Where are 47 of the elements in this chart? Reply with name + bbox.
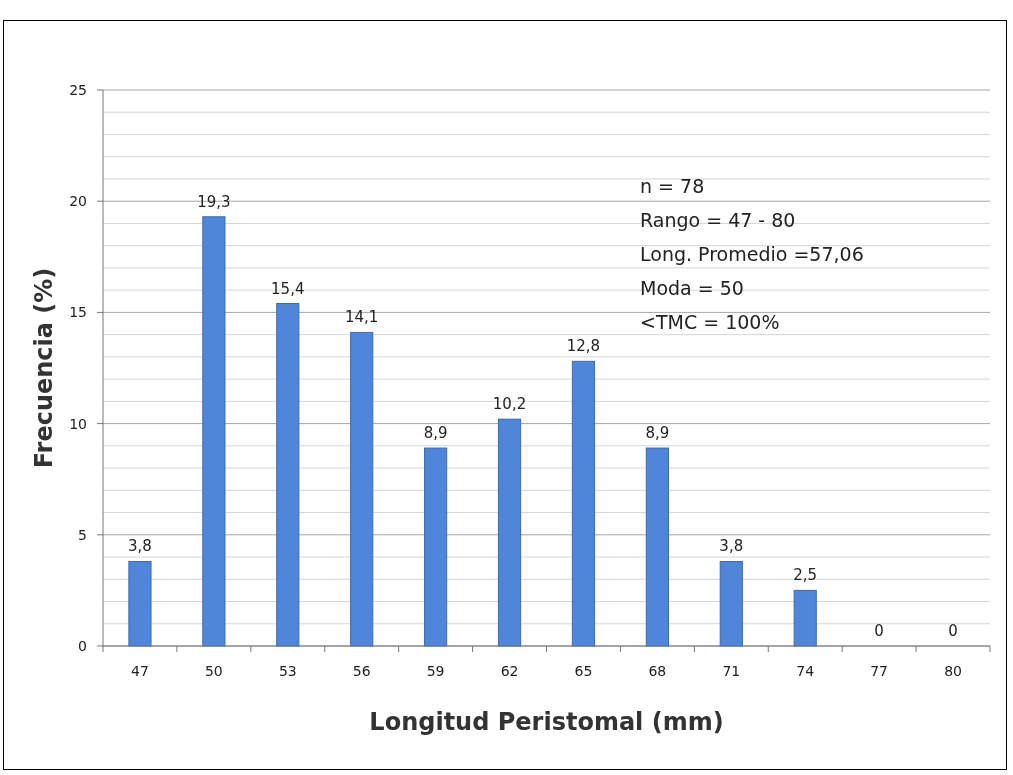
x-tick-label: 65 [574, 663, 593, 679]
x-tick-label: 74 [796, 663, 815, 679]
x-tick-label: 77 [870, 663, 889, 679]
data-label: 14,1 [345, 308, 379, 327]
data-label: 2,5 [793, 566, 818, 585]
data-label: 0 [874, 622, 884, 640]
data-label: 3,8 [128, 537, 152, 556]
annotation: Long. Promedio =57,06 [640, 243, 864, 265]
bar [645, 447, 669, 647]
bar [128, 560, 152, 647]
x-axis-title: Longitud Peristomal (mm) [369, 708, 724, 736]
x-tick-label: 68 [648, 663, 667, 679]
bar [719, 560, 743, 647]
y-tick-label: 25 [69, 81, 87, 98]
bar [350, 331, 374, 647]
annotation: <TMC = 100% [640, 311, 780, 333]
data-label: 15,4 [271, 279, 305, 298]
bar [424, 447, 448, 647]
data-label: 8,9 [645, 424, 670, 443]
x-tick-label: 53 [278, 663, 297, 679]
bar [497, 418, 522, 647]
data-label: 19,3 [197, 192, 231, 211]
bar [202, 216, 226, 647]
x-tick-label: 59 [426, 663, 445, 679]
data-label: 3,8 [719, 537, 744, 556]
data-label: 0 [948, 622, 958, 640]
data-label: 10,2 [492, 395, 527, 414]
y-tick-label: 5 [78, 526, 87, 543]
x-tick-label: 62 [500, 663, 519, 679]
y-tick-label: 15 [69, 304, 87, 321]
x-tick-label: 47 [131, 663, 149, 679]
bar [793, 589, 817, 647]
bar [276, 303, 300, 647]
x-tick-label: 71 [722, 663, 741, 679]
y-tick-label: 20 [69, 193, 87, 210]
annotation: Rango = 47 - 80 [640, 209, 796, 231]
y-axis-title: Frecuencia (%) [30, 267, 58, 469]
y-tick-label: 10 [69, 415, 87, 432]
annotation: Moda = 50 [640, 277, 744, 299]
x-tick-label: 80 [944, 663, 962, 679]
x-tick-label: 50 [204, 663, 223, 679]
bar [571, 360, 596, 647]
annotation: n = 78 [640, 175, 705, 197]
x-tick-label: 56 [352, 663, 371, 679]
data-label: 8,9 [423, 424, 448, 443]
data-label: 12,8 [566, 337, 601, 356]
y-tick-label: 0 [78, 637, 87, 654]
